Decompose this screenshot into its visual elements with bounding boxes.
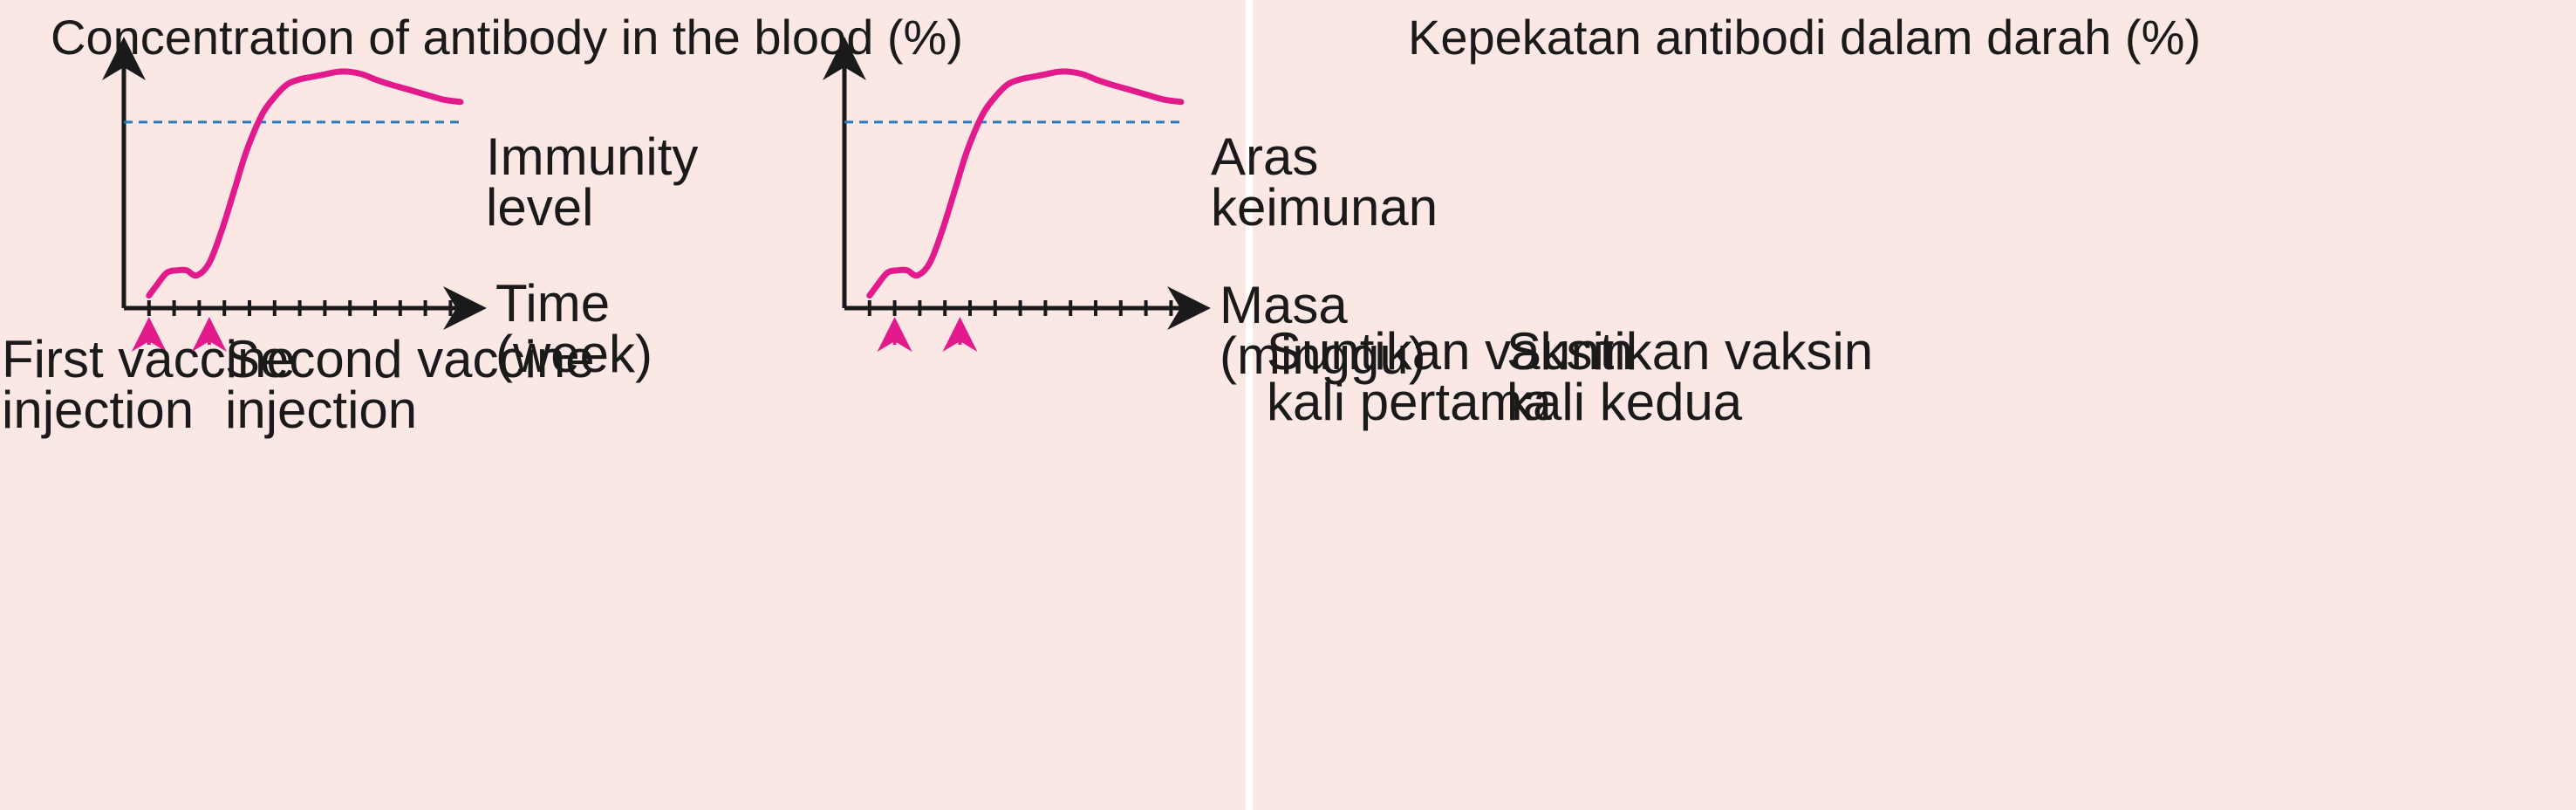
first-injection-label-line-1: First vaccine: [2, 330, 296, 388]
second-injection-annotation: Suntikan vaksin kali kedua: [942, 317, 1888, 431]
second-injection-label-line-1: Second vaccine: [225, 330, 595, 388]
second-injection-label-line-1: Suntikan vaksin: [1507, 322, 1873, 381]
first-injection-annotation: First vaccine injection: [2, 317, 310, 439]
second-injection-label: Suntikan vaksin kali kedua: [1507, 322, 1888, 431]
first-injection-annotation: Suntikan vaksin kali pertama: [877, 317, 1648, 431]
x-axis-title: Time (week): [495, 274, 653, 383]
first-injection-label: Suntikan vaksin kali pertama: [1267, 322, 1648, 431]
x-axis-title-line-2: (week): [495, 325, 653, 383]
second-injection-annotation: Second vaccine injection: [191, 317, 609, 439]
x-axis-title-line-2: (minggu): [1220, 326, 1426, 385]
panel-background: [1253, 0, 2576, 810]
second-injection-label-line-2: injection: [225, 381, 417, 439]
first-injection-label-line-2: injection: [2, 381, 194, 439]
first-injection-label-line-1: Suntikan vaksin: [1267, 322, 1633, 381]
antibody-concentration-curve: [866, 68, 1185, 299]
immunity-level-label: Aras keimunan: [1211, 127, 1438, 237]
immunity-level-label-line-1: Immunity: [486, 127, 698, 186]
immunity-level-label: Immunity level: [486, 127, 713, 237]
immunity-level-label-line-2: keimunan: [1211, 178, 1438, 237]
x-axis-title-line-1: Masa: [1220, 276, 1348, 334]
antibody-concentration-curve: [146, 68, 464, 299]
x-axis-title: Masa (minggu): [1220, 276, 1426, 385]
second-injection-label: Second vaccine injection: [225, 330, 609, 439]
x-axis-title-line-1: Time: [495, 274, 610, 333]
x-axis-ticks: [867, 300, 1173, 316]
panel-background: [0, 0, 1246, 810]
second-injection-label-line-2: kali kedua: [1507, 373, 1743, 431]
y-axis-title: Kepekatan antibodi dalam darah (%): [1408, 10, 2201, 65]
immunity-level-label-line-1: Aras: [1211, 127, 1318, 186]
x-axis-ticks: [147, 300, 453, 316]
first-injection-label: First vaccine injection: [2, 330, 310, 439]
immunity-level-label-line-2: level: [486, 178, 593, 237]
chart-panel-english: Concentration of antibody in the blood (…: [0, 0, 1246, 810]
y-axis-title: Concentration of antibody in the blood (…: [51, 10, 963, 65]
first-injection-label-line-2: kali pertama: [1267, 373, 1552, 431]
chart-panel-malay: Kepekatan antibodi dalam darah (%) Aras …: [823, 0, 2576, 810]
